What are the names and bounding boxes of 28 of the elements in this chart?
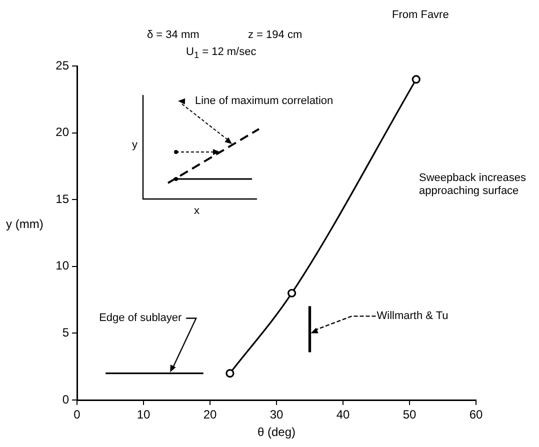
point xyxy=(412,75,420,84)
point xyxy=(287,288,296,298)
text: U$_{1}$ = 12 m/sec xyxy=(186,46,256,62)
y-tick-label: 15 xyxy=(56,192,70,206)
text: δ = 34 mm xyxy=(147,29,200,42)
y-axis-title: y (mm) xyxy=(6,217,44,231)
x-tick-label: 60 xyxy=(469,408,483,422)
x-tick-label: 40 xyxy=(336,408,350,422)
x-tick-label: 30 xyxy=(270,408,284,422)
annotation: y xyxy=(132,139,138,152)
y-tick-label: 5 xyxy=(62,326,70,340)
x-tick-label: 0 xyxy=(74,408,81,422)
y-tick-label: 20 xyxy=(56,125,70,140)
text: z = 194 cm xyxy=(248,29,302,42)
text: From Favre xyxy=(392,9,449,22)
x-tick-label: 20 xyxy=(203,408,217,422)
y-tick-label: 25 xyxy=(56,58,70,72)
point xyxy=(226,368,234,378)
annotation: Sweepback increases approaching surface xyxy=(419,172,528,198)
x-tick-label: 50 xyxy=(402,408,416,422)
x-axis-title: θ (deg) xyxy=(258,425,296,439)
annotation: Line of maximum correlation xyxy=(195,95,334,108)
y-tick-label: 0 xyxy=(62,392,70,406)
annotation: Edge of sublayer xyxy=(99,312,182,326)
annotation: x xyxy=(194,205,200,218)
y-tick-label: 10 xyxy=(56,258,70,273)
annotation: Willmarth & Tu xyxy=(376,310,448,324)
x-tick-label: 10 xyxy=(136,408,150,422)
